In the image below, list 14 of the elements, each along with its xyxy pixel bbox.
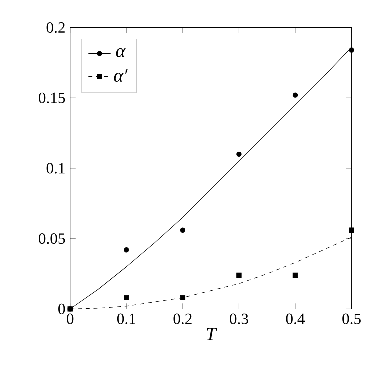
y-tick-label: 0.05	[39, 234, 66, 244]
legend-label: α′	[114, 70, 128, 82]
x-tick-label: 0.5	[342, 314, 361, 324]
legend-label: α	[116, 48, 126, 58]
y-tick-label: 0.15	[39, 92, 66, 104]
y-tick-label: 0.1	[46, 163, 65, 174]
y-tick-label: 0	[58, 304, 66, 314]
x-tick-label: 0.1	[117, 314, 136, 324]
y-tick-label: 0.2	[46, 22, 65, 34]
x-axis-title: T	[207, 328, 218, 340]
x-tick-label: 0.4	[286, 314, 306, 324]
x-tick-label: 0.3	[230, 314, 248, 324]
x-tick-label: 0	[67, 314, 74, 324]
x-tick-label: 0.2	[174, 314, 192, 324]
